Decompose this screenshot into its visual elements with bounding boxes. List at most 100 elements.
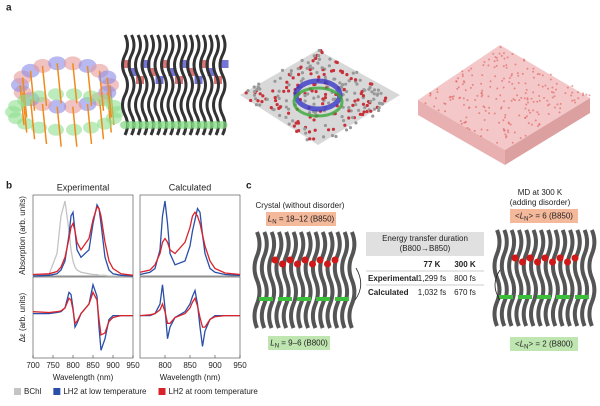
- atom: [459, 119, 462, 122]
- atom: [498, 121, 501, 124]
- caption: (adding disorder): [510, 198, 571, 207]
- atom: [585, 93, 588, 96]
- atom: [359, 91, 363, 96]
- atom: [376, 92, 380, 96]
- atom: [518, 99, 521, 102]
- atom: [551, 96, 554, 99]
- atom: [582, 94, 585, 97]
- atom: [527, 109, 530, 112]
- atom: [342, 87, 346, 92]
- symbol: L: [270, 339, 274, 348]
- tail: [98, 99, 105, 140]
- atom: [488, 112, 491, 115]
- atom: [436, 88, 439, 91]
- pigment: [66, 88, 83, 101]
- atom: [524, 134, 527, 137]
- atom: [347, 109, 351, 113]
- atom: [564, 92, 567, 95]
- atom: [509, 123, 512, 126]
- atom: [524, 107, 527, 110]
- atom: [289, 69, 294, 73]
- pigment: [149, 68, 157, 76]
- atom: [481, 89, 484, 92]
- helix: [492, 229, 502, 327]
- atom: [296, 121, 301, 125]
- label: LN = 9–6 (B800): [270, 339, 328, 349]
- atom: [460, 122, 463, 125]
- atom: [370, 90, 374, 94]
- atom: [500, 106, 503, 109]
- atom: [312, 137, 316, 141]
- atom: [353, 99, 357, 103]
- atom: [348, 125, 353, 130]
- atom: [524, 116, 527, 119]
- x-axis-label: Wavelength (nm): [160, 373, 221, 382]
- atom: [457, 77, 460, 80]
- atom: [310, 89, 314, 93]
- spectrum-line: [32, 205, 134, 276]
- atom: [305, 66, 309, 70]
- pigment: [259, 297, 273, 301]
- atom: [493, 60, 496, 63]
- atom: [543, 96, 546, 99]
- atom: [306, 61, 310, 65]
- atom: [284, 99, 289, 103]
- helix: [289, 231, 298, 329]
- atom: [546, 104, 549, 107]
- atom: [481, 74, 484, 77]
- x-tick-label: 900: [106, 361, 120, 370]
- atom: [252, 85, 256, 89]
- spectrum-line: [140, 284, 240, 347]
- atom: [511, 141, 514, 144]
- atom: [246, 89, 250, 93]
- pigment: [301, 256, 309, 264]
- atom: [495, 56, 498, 59]
- atom: [566, 86, 569, 89]
- atom: [514, 63, 517, 66]
- helix: [173, 34, 181, 136]
- atom: [508, 81, 511, 84]
- atom: [286, 111, 291, 115]
- atom: [494, 75, 497, 78]
- helix: [212, 34, 220, 136]
- row-header: Experimental: [368, 274, 418, 283]
- pigment: [541, 254, 549, 262]
- pigment: [181, 60, 190, 68]
- atom: [512, 97, 515, 100]
- atom: [461, 83, 464, 86]
- atom: [296, 67, 300, 71]
- panel-label: c: [246, 181, 252, 192]
- atom: [517, 74, 520, 77]
- atom: [506, 56, 509, 59]
- helix: [127, 34, 136, 136]
- spectrum-line: [32, 202, 134, 277]
- atom: [372, 97, 376, 101]
- atom: [532, 100, 535, 103]
- atom: [538, 123, 541, 126]
- row-header: Calculated: [368, 288, 409, 297]
- atom: [274, 98, 278, 103]
- atom: [510, 99, 513, 102]
- atom: [277, 89, 281, 93]
- membrane: [240, 50, 400, 145]
- atom: [449, 95, 452, 98]
- pigment: [47, 88, 64, 101]
- atom: [523, 97, 526, 100]
- atom: [532, 70, 535, 73]
- atom: [555, 88, 558, 91]
- atom: [526, 97, 529, 100]
- atom: [317, 57, 322, 61]
- atom: [493, 112, 496, 115]
- label-box: [510, 209, 578, 223]
- atom: [520, 96, 523, 99]
- atom: [255, 87, 259, 92]
- table-title: (B800→B850): [400, 244, 451, 253]
- atom: [473, 129, 476, 132]
- atom: [536, 111, 539, 114]
- helix: [281, 231, 291, 329]
- legend-label: LH2 at low temperature: [63, 387, 147, 396]
- atom: [538, 73, 541, 76]
- helix: [332, 231, 342, 329]
- atom: [538, 94, 541, 97]
- x-tick-label: 950: [233, 361, 247, 370]
